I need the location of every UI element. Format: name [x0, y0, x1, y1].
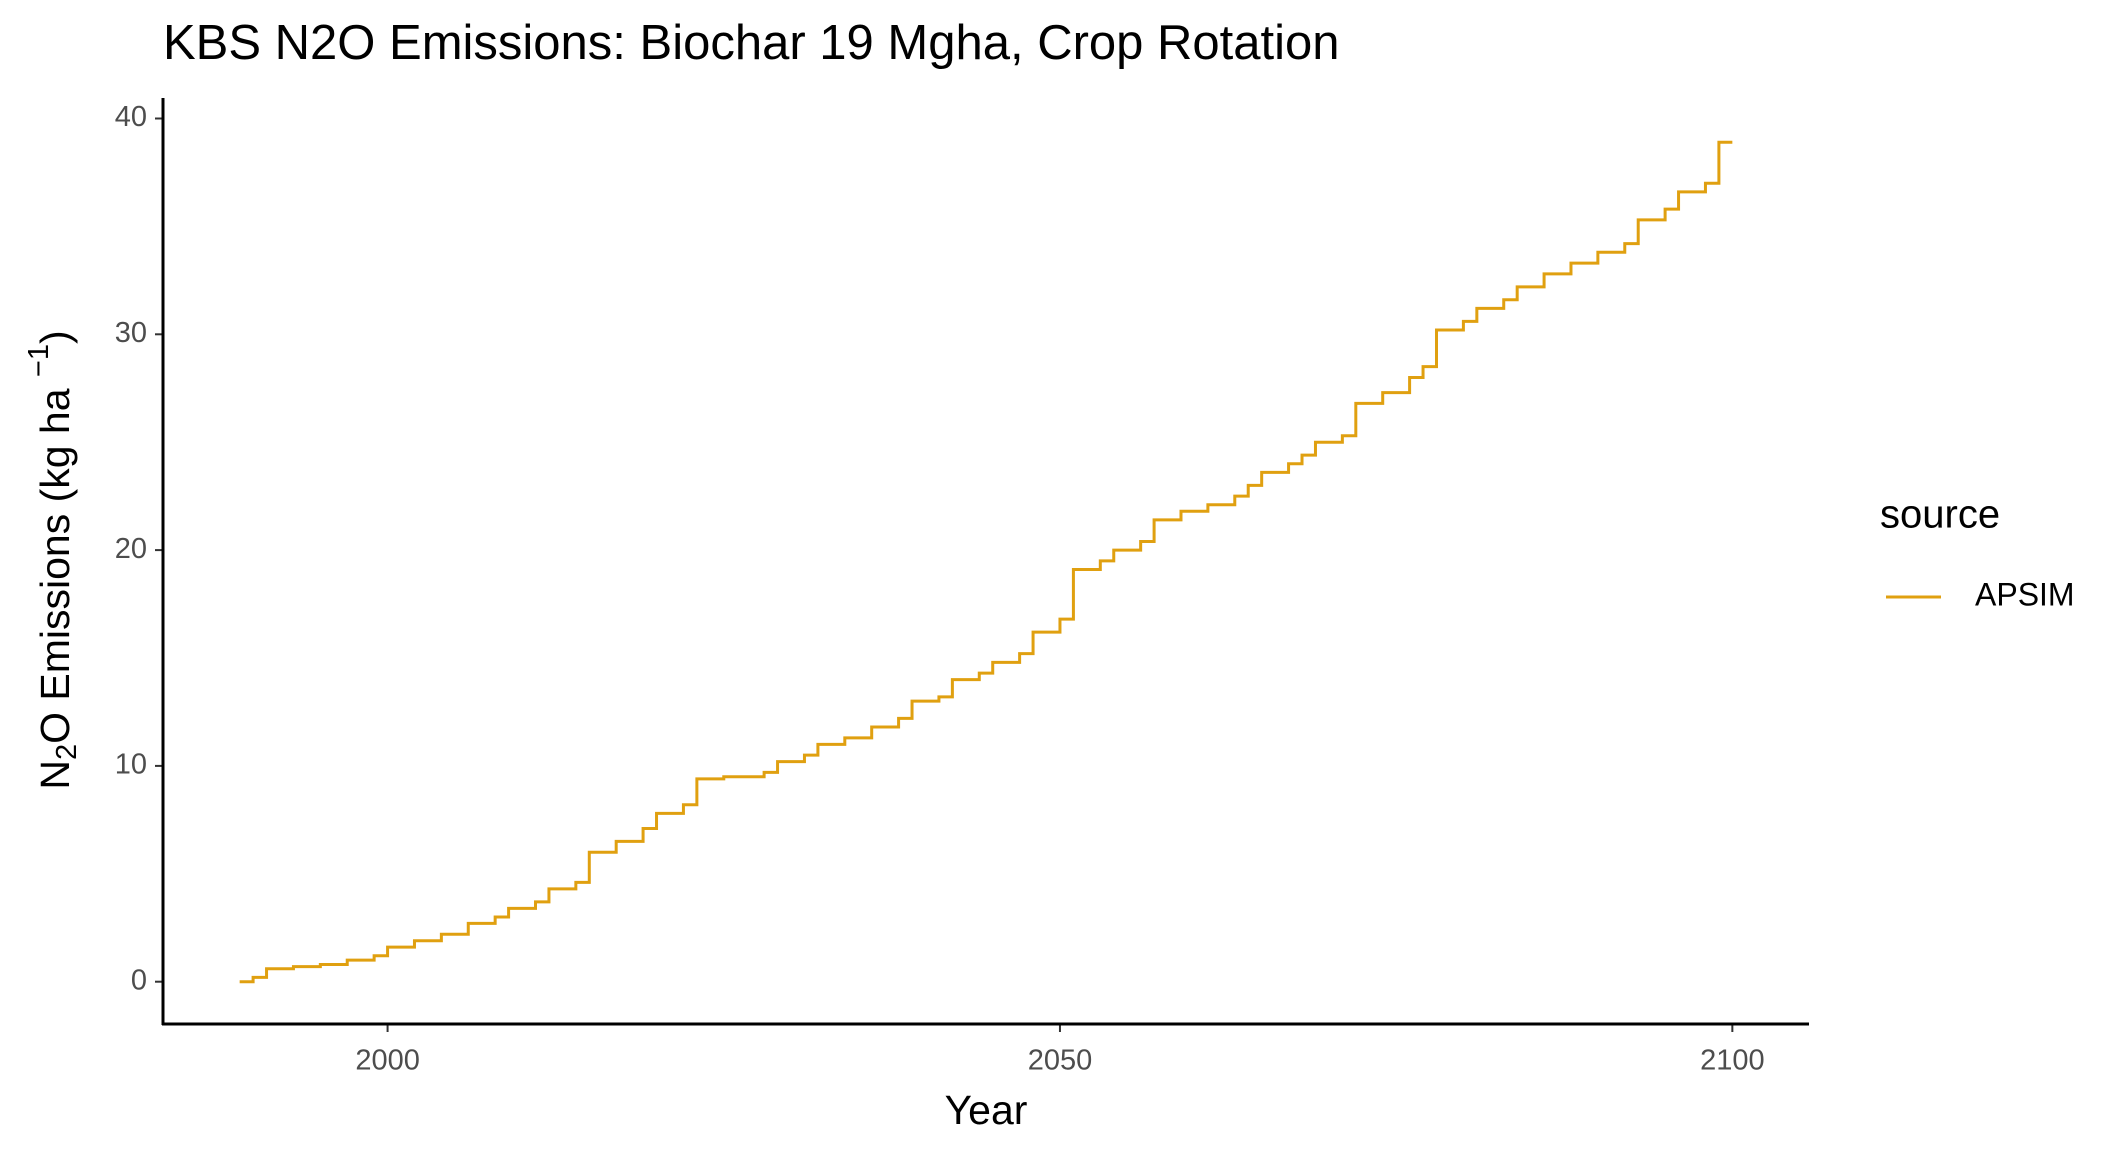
legend-title: source [1880, 493, 2000, 537]
x-tick-label: 2100 [1700, 1045, 1765, 1077]
y-axis-title-part: N [32, 760, 78, 790]
y-axis-title-part: O Emissions (kg ha [32, 377, 78, 744]
x-axis-title: Year [945, 1087, 1028, 1133]
y-axis-title: N2O Emissions (kg ha −1) [23, 330, 83, 789]
x-tick-label: 2050 [1028, 1045, 1093, 1077]
y-axis-title-sub: 2 [51, 744, 83, 760]
legend-label: APSIM [1975, 576, 2075, 612]
y-tick-label: 30 [115, 317, 147, 349]
y-axis-title-sup: −1 [23, 344, 55, 377]
y-tick-label: 0 [131, 964, 147, 996]
y-tick-label: 40 [115, 101, 147, 133]
y-axis-title-part: ) [32, 330, 78, 344]
y-tick-label: 20 [115, 533, 147, 565]
data-line [239, 140, 1733, 984]
y-tick-label: 10 [115, 749, 147, 781]
x-tick-label: 2000 [355, 1045, 420, 1077]
chart-title: KBS N2O Emissions: Biochar 19 Mgha, Crop… [163, 16, 1340, 70]
